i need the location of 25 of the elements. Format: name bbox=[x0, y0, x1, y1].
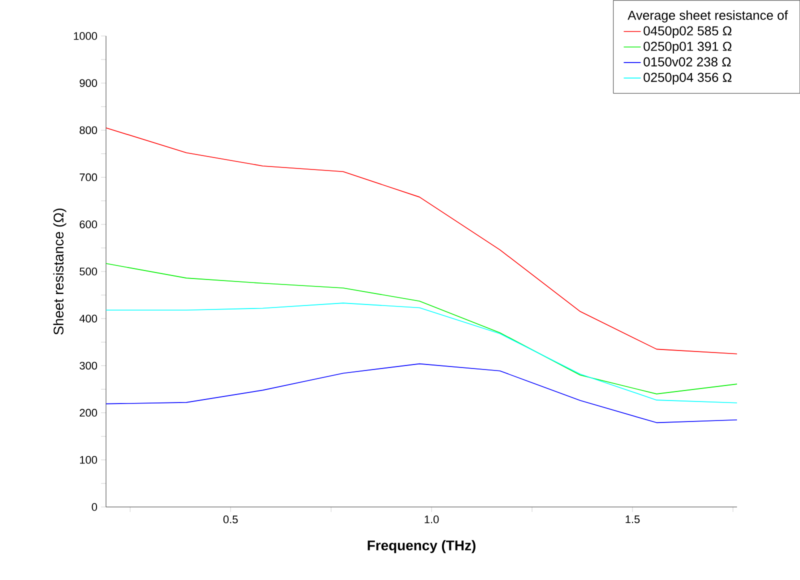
legend-label: 0250p04 356 Ω bbox=[644, 72, 732, 85]
y-tick-label: 200 bbox=[80, 408, 98, 417]
line-series bbox=[106, 363, 738, 424]
x-tick-label: 1.5 bbox=[626, 516, 640, 524]
y-tick-label: 300 bbox=[80, 362, 98, 370]
x-tick-label: 1.0 bbox=[424, 516, 439, 524]
legend-label: 0250p01 391 Ω bbox=[644, 42, 732, 54]
legend-label: 0150v02 238 Ω bbox=[644, 57, 731, 66]
x-axis-title: Frequency (THz) bbox=[368, 540, 476, 554]
legend-label: 0450p02 585 Ω bbox=[644, 26, 732, 38]
y-tick-label: 0 bbox=[92, 503, 98, 511]
legend-title: Average sheet resistance of bbox=[628, 10, 788, 22]
y-tick-label: 700 bbox=[80, 173, 98, 182]
y-axis-title: Sheet resistance (Ω) bbox=[53, 208, 66, 335]
line-series bbox=[106, 127, 738, 354]
x-tick-label: 0.5 bbox=[223, 516, 238, 524]
y-tick-label: 800 bbox=[80, 126, 98, 134]
y-tick-label: 900 bbox=[80, 79, 98, 87]
y-tick-label: 1000 bbox=[74, 32, 98, 40]
line-series bbox=[106, 302, 738, 404]
y-tick-label: 500 bbox=[80, 268, 98, 276]
line-series bbox=[106, 263, 738, 394]
y-tick-label: 600 bbox=[80, 220, 98, 228]
y-tick-label: 400 bbox=[79, 314, 98, 322]
y-tick-label: 100 bbox=[80, 456, 98, 464]
